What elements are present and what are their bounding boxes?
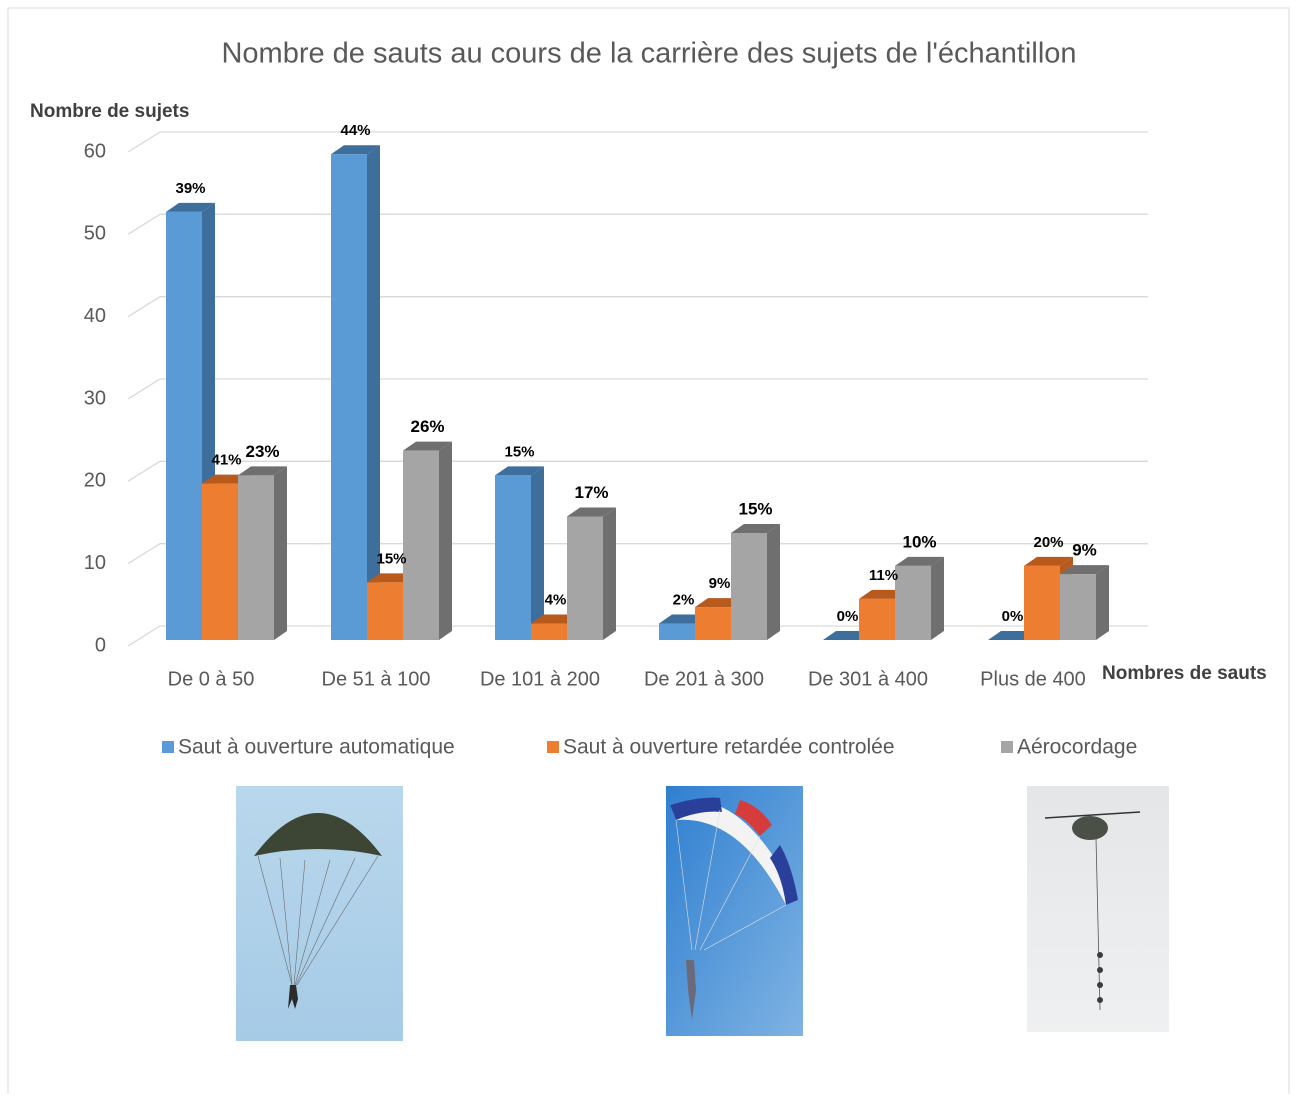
photo-fast-rope [1027, 786, 1169, 1032]
y-tick-label: 10 [84, 552, 106, 574]
x-axis-title: Nombres de sauts [1102, 663, 1267, 684]
bar [166, 212, 202, 640]
x-tick-label: De 0 à 50 [168, 668, 255, 690]
bar [331, 154, 367, 640]
x-tick-label: De 301 à 400 [808, 668, 928, 690]
photo-automatic [236, 786, 403, 1041]
bar [403, 451, 439, 640]
percent-label: 2% [673, 592, 695, 609]
y-tick-label: 0 [95, 634, 106, 656]
percent-label: 26% [410, 417, 444, 436]
percent-label: 15% [504, 443, 534, 460]
bar-side [274, 466, 287, 640]
bar [895, 566, 931, 640]
percent-label: 9% [1072, 541, 1097, 560]
percent-label: 0% [837, 608, 859, 625]
legend-swatch [547, 741, 559, 753]
percent-label: 4% [545, 592, 567, 609]
bar [367, 582, 403, 640]
y-tick-label: 40 [84, 305, 106, 327]
percent-label: 17% [574, 483, 608, 502]
x-tick-label: De 201 à 300 [644, 668, 764, 690]
bar-side [767, 524, 780, 640]
photo-delayed [666, 786, 803, 1036]
bar [659, 624, 695, 640]
bar [1024, 566, 1060, 640]
bar [695, 607, 731, 640]
bar [859, 599, 895, 640]
legend-swatch [1001, 741, 1013, 753]
chart-title: Nombre de sauts au cours de la carrière … [221, 38, 1076, 70]
bar-side [931, 557, 944, 640]
y-tick-label: 20 [84, 470, 106, 492]
legend-label: Aérocordage [1017, 736, 1137, 759]
bar [531, 624, 567, 640]
percent-label: 15% [738, 499, 772, 518]
legend-label: Saut à ouverture retardée controlée [563, 736, 895, 759]
y-axis-title: Nombre de sujets [30, 101, 189, 122]
percent-label: 0% [1002, 608, 1024, 625]
bar [1060, 574, 1096, 640]
x-tick-label: Plus de 400 [980, 668, 1086, 690]
percent-label: 44% [340, 122, 370, 139]
bar-side [531, 466, 544, 640]
bar [731, 533, 767, 640]
x-tick-label: De 51 à 100 [322, 668, 431, 690]
percent-label: 9% [709, 575, 731, 592]
bar-side [603, 508, 616, 641]
bar [238, 475, 274, 640]
bar-side [439, 442, 452, 640]
bar-side [1096, 565, 1109, 640]
y-tick-label: 30 [84, 387, 106, 409]
legend-swatch [162, 741, 174, 753]
percent-label: 11% [869, 567, 898, 584]
percent-label: 23% [245, 442, 279, 461]
bar [567, 517, 603, 641]
y-tick-label: 60 [84, 140, 106, 162]
percent-label: 15% [376, 550, 406, 567]
bar [202, 484, 238, 640]
legend-label: Saut à ouverture automatique [178, 736, 455, 759]
percent-label: 41% [211, 452, 241, 469]
percent-label: 20% [1033, 534, 1063, 551]
bar [495, 475, 531, 640]
y-tick-label: 50 [84, 223, 106, 245]
x-tick-label: De 101 à 200 [480, 668, 600, 690]
percent-label: 39% [175, 180, 205, 197]
percent-label: 10% [902, 532, 936, 551]
